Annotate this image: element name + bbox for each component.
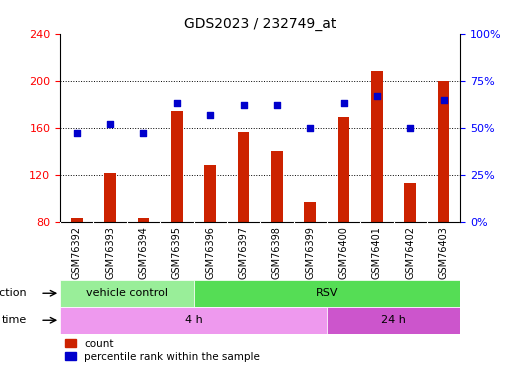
Text: vehicle control: vehicle control	[86, 288, 168, 298]
Bar	[237, 132, 249, 222]
Bar	[404, 183, 416, 222]
Point	[240, 102, 248, 108]
Text: GSM76399: GSM76399	[305, 226, 315, 279]
Text: 24 h: 24 h	[381, 315, 406, 325]
Point	[373, 93, 381, 99]
Point	[439, 96, 448, 102]
Bar	[304, 202, 316, 222]
Text: GSM76402: GSM76402	[405, 226, 415, 279]
Text: GSM76397: GSM76397	[238, 226, 248, 279]
Title: GDS2023 / 232749_at: GDS2023 / 232749_at	[184, 17, 336, 32]
Text: GSM76393: GSM76393	[105, 226, 115, 279]
Text: GSM76403: GSM76403	[439, 226, 449, 279]
Bar	[194, 280, 460, 307]
Point	[139, 130, 147, 136]
Bar	[338, 117, 349, 222]
Bar	[327, 307, 460, 334]
Point	[306, 125, 314, 131]
Point	[272, 102, 281, 108]
Text: GSM76400: GSM76400	[338, 226, 348, 279]
Text: 4 h: 4 h	[185, 315, 202, 325]
Point	[106, 121, 115, 127]
Text: GSM76395: GSM76395	[172, 226, 182, 279]
Bar	[138, 218, 150, 222]
Bar	[71, 218, 83, 222]
Bar	[60, 307, 327, 334]
Text: GSM76392: GSM76392	[72, 226, 82, 279]
Bar	[371, 71, 383, 222]
Point	[406, 125, 414, 131]
Bar	[104, 174, 116, 222]
Bar	[171, 111, 183, 222]
Text: RSV: RSV	[315, 288, 338, 298]
Text: GSM76394: GSM76394	[139, 226, 149, 279]
Point	[206, 111, 214, 117]
Point	[73, 130, 81, 136]
Bar	[271, 151, 283, 222]
Point	[339, 100, 348, 106]
Text: GSM76398: GSM76398	[272, 226, 282, 279]
Bar	[438, 81, 449, 222]
Bar	[60, 280, 194, 307]
Text: infection: infection	[0, 288, 27, 298]
Text: time: time	[2, 315, 27, 325]
Text: GSM76396: GSM76396	[205, 226, 215, 279]
Bar	[204, 165, 216, 222]
Text: GSM76401: GSM76401	[372, 226, 382, 279]
Point	[173, 100, 181, 106]
Legend: count, percentile rank within the sample: count, percentile rank within the sample	[65, 339, 260, 362]
